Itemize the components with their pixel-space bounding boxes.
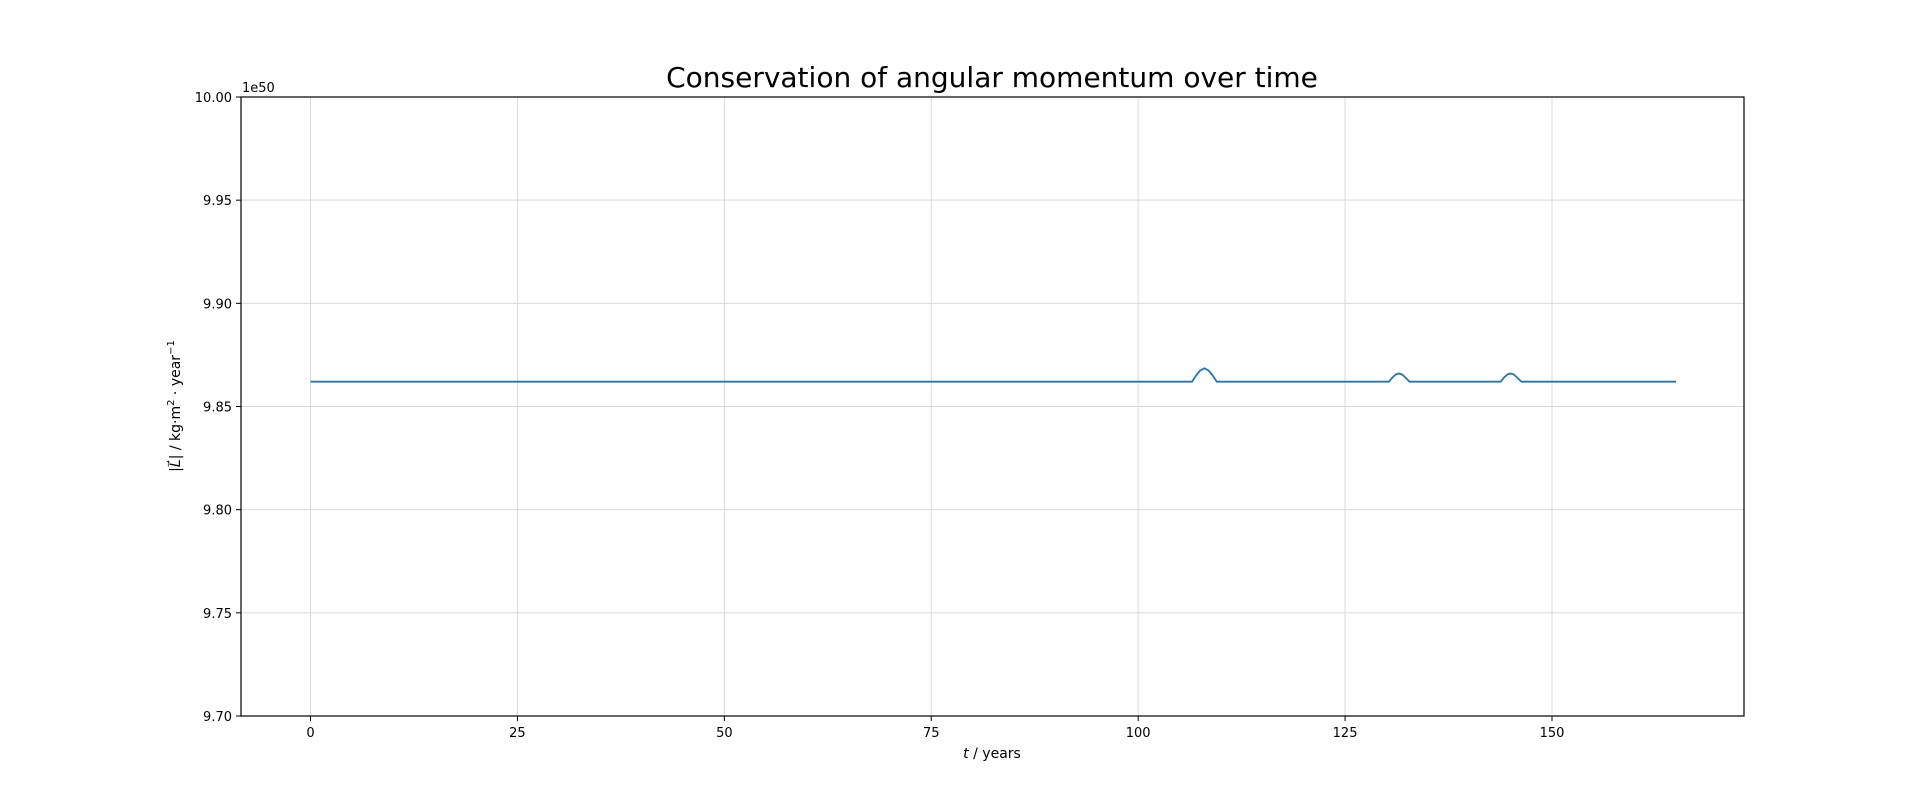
y-axis: 9.70 9.75 9.80 9.85 9.90 9.95 10.00 (195, 91, 241, 725)
x-axis-label-unit: / years (969, 746, 1021, 762)
y-tick-label: 9.90 (203, 297, 232, 312)
y-offset-text: 1e50 (242, 81, 275, 96)
y-axis-label-sup2: −1 (166, 340, 177, 355)
x-axis-label: t / years (963, 746, 1021, 762)
y-tick-label: 9.85 (203, 401, 232, 416)
series-line (310, 367, 1677, 383)
x-axis-label-var: t (963, 746, 969, 762)
y-tick-label: 9.75 (203, 607, 232, 622)
y-tick-label: 9.95 (203, 194, 232, 209)
x-tick-label: 100 (1126, 726, 1151, 741)
x-axis: 0 25 50 75 100 125 150 (306, 716, 1564, 741)
x-tick-label: 75 (923, 726, 940, 741)
chart-title: Conservation of angular momentum over ti… (666, 61, 1318, 94)
y-axis-label-sup1: 2 (166, 400, 177, 406)
y-axis-label: |L⃗| / kg·m2 · year−1 (166, 340, 184, 472)
y-axis-label-var: |L⃗| (166, 455, 184, 472)
y-tick-label: 9.80 (203, 504, 232, 519)
x-tick-label: 50 (716, 726, 733, 741)
y-axis-label-unit: / kg·m (168, 406, 184, 455)
x-tick-label: 25 (509, 726, 526, 741)
x-tick-label: 125 (1333, 726, 1358, 741)
y-tick-label: 9.70 (203, 710, 232, 725)
series-group (310, 367, 1677, 383)
y-tick-label: 10.00 (195, 91, 232, 106)
x-tick-label: 0 (306, 726, 314, 741)
y-axis-label-mid: · year (168, 355, 184, 400)
x-tick-label: 150 (1540, 726, 1565, 741)
